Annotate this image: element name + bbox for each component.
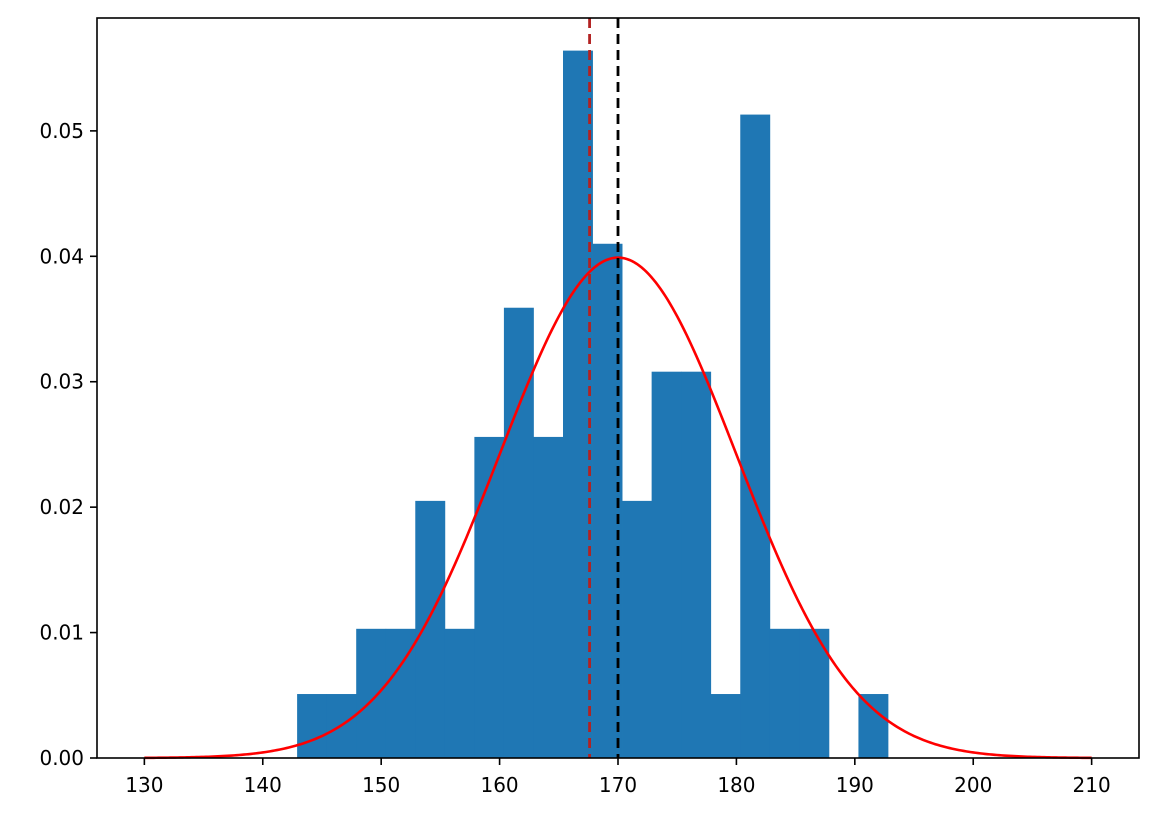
x-tick-label: 190 bbox=[836, 773, 874, 797]
histogram-bar bbox=[415, 500, 446, 758]
histogram-bar bbox=[681, 371, 712, 758]
histogram-bar bbox=[533, 436, 564, 758]
x-tick-label: 130 bbox=[125, 773, 163, 797]
histogram-bar bbox=[563, 50, 593, 759]
overlay-lines bbox=[144, 18, 1092, 760]
histogram-bar bbox=[769, 628, 800, 758]
histogram-bar bbox=[710, 694, 741, 758]
histogram-bar bbox=[474, 436, 505, 758]
y-tick-label: 0.03 bbox=[39, 370, 84, 394]
normal-curve bbox=[144, 256, 1092, 760]
x-tick-label: 150 bbox=[362, 773, 400, 797]
x-tick-label: 160 bbox=[480, 773, 518, 797]
x-tick-label: 180 bbox=[717, 773, 755, 797]
axes: 130 140 150 160 170 180 190 200 210 0.00 0.01 0.02 0… bbox=[39, 17, 1140, 797]
histogram-bar bbox=[622, 500, 653, 758]
y-tick-label: 0.04 bbox=[39, 244, 84, 268]
y-tick-label: 0.05 bbox=[39, 119, 84, 143]
x-tick-label: 200 bbox=[954, 773, 992, 797]
histogram-bar bbox=[858, 694, 889, 758]
histogram-bar bbox=[740, 114, 771, 758]
x-tick-label: 170 bbox=[599, 773, 637, 797]
histogram-bar bbox=[503, 307, 534, 758]
histogram-bar bbox=[444, 628, 475, 758]
histogram-bar bbox=[297, 694, 328, 758]
x-tick-label: 140 bbox=[244, 773, 282, 797]
histogram-bar bbox=[651, 371, 682, 758]
histogram-bar bbox=[356, 628, 387, 758]
y-tick-label: 0.00 bbox=[39, 746, 84, 770]
histogram-bars bbox=[297, 50, 889, 759]
y-tick-label: 0.01 bbox=[39, 621, 84, 645]
y-tick-label: 0.02 bbox=[39, 495, 84, 519]
x-tick-label: 210 bbox=[1073, 773, 1111, 797]
